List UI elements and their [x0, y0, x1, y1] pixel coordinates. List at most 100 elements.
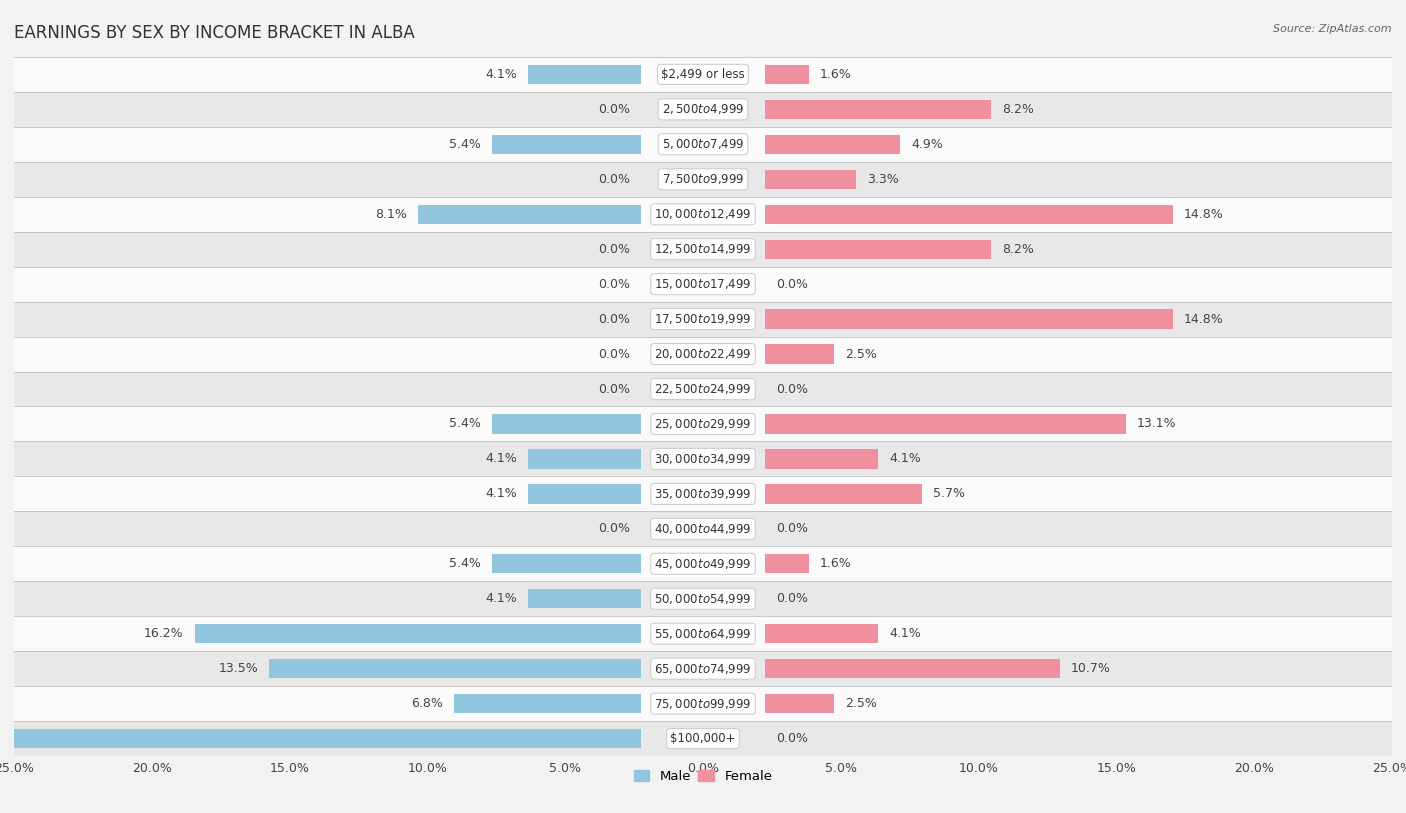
Text: 1.6%: 1.6%	[820, 558, 852, 570]
Bar	[14, 476, 1392, 511]
Text: 0.0%: 0.0%	[598, 383, 630, 395]
Text: 0.0%: 0.0%	[776, 278, 808, 290]
Bar	[14, 546, 1392, 581]
Bar	[765, 415, 1126, 433]
Bar	[765, 135, 900, 154]
Text: 4.1%: 4.1%	[485, 453, 517, 465]
Text: 2.5%: 2.5%	[845, 348, 877, 360]
Text: Source: ZipAtlas.com: Source: ZipAtlas.com	[1274, 24, 1392, 34]
Bar	[14, 57, 1392, 92]
Text: 4.1%: 4.1%	[485, 68, 517, 80]
Text: $25,000 to $29,999: $25,000 to $29,999	[654, 417, 752, 431]
Text: 8.1%: 8.1%	[375, 208, 406, 220]
Text: $50,000 to $54,999: $50,000 to $54,999	[654, 592, 752, 606]
Text: 4.1%: 4.1%	[889, 453, 921, 465]
Bar	[765, 240, 991, 259]
Text: $65,000 to $74,999: $65,000 to $74,999	[654, 662, 752, 676]
Bar	[14, 686, 1392, 721]
Bar	[765, 205, 1173, 224]
Text: 5.4%: 5.4%	[450, 418, 481, 430]
Text: $40,000 to $44,999: $40,000 to $44,999	[654, 522, 752, 536]
Text: 5.4%: 5.4%	[450, 138, 481, 150]
Text: 14.8%: 14.8%	[1184, 313, 1223, 325]
Text: 4.1%: 4.1%	[889, 628, 921, 640]
Bar	[7, 729, 641, 748]
Bar	[14, 616, 1392, 651]
Text: 4.1%: 4.1%	[485, 593, 517, 605]
Bar	[529, 589, 641, 608]
Text: $30,000 to $34,999: $30,000 to $34,999	[654, 452, 752, 466]
Text: $12,500 to $14,999: $12,500 to $14,999	[654, 242, 752, 256]
Text: 8.2%: 8.2%	[1002, 103, 1033, 115]
Text: 4.9%: 4.9%	[911, 138, 943, 150]
Bar	[14, 197, 1392, 232]
Bar	[14, 302, 1392, 337]
Bar	[14, 581, 1392, 616]
Text: $55,000 to $64,999: $55,000 to $64,999	[654, 627, 752, 641]
Text: 4.1%: 4.1%	[485, 488, 517, 500]
Text: 13.5%: 13.5%	[218, 663, 257, 675]
Text: 5.4%: 5.4%	[450, 558, 481, 570]
Bar	[14, 127, 1392, 162]
Bar	[765, 310, 1173, 328]
Text: $2,499 or less: $2,499 or less	[661, 68, 745, 80]
Bar	[14, 267, 1392, 302]
Text: $7,500 to $9,999: $7,500 to $9,999	[662, 172, 744, 186]
Text: 0.0%: 0.0%	[598, 313, 630, 325]
Text: 0.0%: 0.0%	[598, 243, 630, 255]
Bar	[765, 65, 808, 84]
Text: 0.0%: 0.0%	[598, 523, 630, 535]
Text: $35,000 to $39,999: $35,000 to $39,999	[654, 487, 752, 501]
Bar	[14, 162, 1392, 197]
Bar	[14, 92, 1392, 127]
Text: $22,500 to $24,999: $22,500 to $24,999	[654, 382, 752, 396]
Bar	[765, 485, 922, 503]
Bar	[194, 624, 641, 643]
Text: 0.0%: 0.0%	[598, 103, 630, 115]
Bar	[765, 624, 877, 643]
Bar	[529, 485, 641, 503]
Bar	[765, 170, 856, 189]
Text: $100,000+: $100,000+	[671, 733, 735, 745]
Bar	[492, 135, 641, 154]
Text: $75,000 to $99,999: $75,000 to $99,999	[654, 697, 752, 711]
Text: 16.2%: 16.2%	[143, 628, 184, 640]
Text: 14.8%: 14.8%	[1184, 208, 1223, 220]
Bar	[492, 554, 641, 573]
Bar	[14, 721, 1392, 756]
Text: 0.0%: 0.0%	[776, 523, 808, 535]
Text: 6.8%: 6.8%	[411, 698, 443, 710]
Text: $10,000 to $12,499: $10,000 to $12,499	[654, 207, 752, 221]
Text: 0.0%: 0.0%	[776, 733, 808, 745]
Bar	[454, 694, 641, 713]
Bar	[14, 651, 1392, 686]
Text: 8.2%: 8.2%	[1002, 243, 1033, 255]
Bar	[14, 511, 1392, 546]
Bar	[14, 372, 1392, 406]
Text: 2.5%: 2.5%	[845, 698, 877, 710]
Bar	[492, 415, 641, 433]
Text: 0.0%: 0.0%	[776, 593, 808, 605]
Bar	[765, 450, 877, 468]
Bar	[529, 450, 641, 468]
Bar	[765, 554, 808, 573]
Bar	[14, 441, 1392, 476]
Bar	[418, 205, 641, 224]
Text: 13.1%: 13.1%	[1137, 418, 1177, 430]
Text: 1.6%: 1.6%	[820, 68, 852, 80]
Text: 0.0%: 0.0%	[598, 348, 630, 360]
Bar	[765, 345, 834, 363]
Text: $20,000 to $22,499: $20,000 to $22,499	[654, 347, 752, 361]
Text: 10.7%: 10.7%	[1071, 663, 1111, 675]
Text: $5,000 to $7,499: $5,000 to $7,499	[662, 137, 744, 151]
Legend: Male, Female: Male, Female	[628, 764, 778, 788]
Text: $45,000 to $49,999: $45,000 to $49,999	[654, 557, 752, 571]
Bar	[269, 659, 641, 678]
Text: 0.0%: 0.0%	[598, 173, 630, 185]
Bar	[14, 406, 1392, 441]
Bar	[765, 694, 834, 713]
Text: 0.0%: 0.0%	[776, 383, 808, 395]
Bar	[765, 100, 991, 119]
Text: $17,500 to $19,999: $17,500 to $19,999	[654, 312, 752, 326]
Text: 3.3%: 3.3%	[868, 173, 898, 185]
